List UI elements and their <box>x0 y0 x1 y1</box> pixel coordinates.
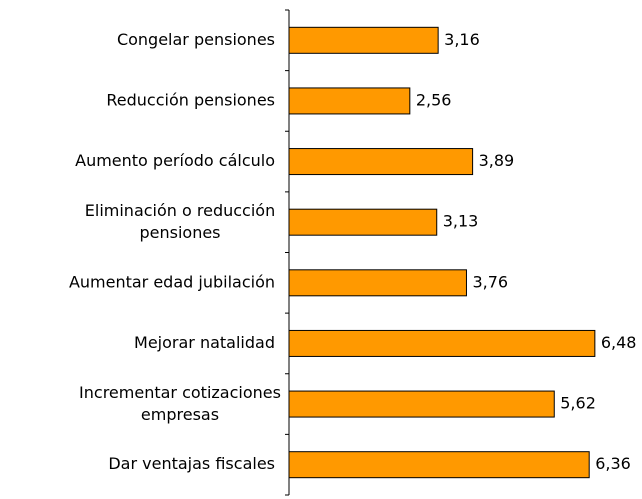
bar <box>288 26 439 54</box>
value-label: 6,48 <box>601 333 637 352</box>
category-label: Mejorar natalidad <box>134 333 275 352</box>
bar <box>288 269 467 297</box>
category-label-line: pensiones <box>139 223 220 242</box>
value-label: 3,13 <box>443 212 479 231</box>
bar <box>288 87 411 115</box>
category-label-line: Incrementar cotizaciones <box>79 383 281 402</box>
category-label: Congelar pensiones <box>117 30 275 49</box>
category-label: Reducción pensiones <box>106 90 275 109</box>
category-label: Aumento período cálculo <box>75 151 275 170</box>
bar <box>288 329 596 357</box>
value-label: 3,89 <box>479 151 515 170</box>
value-label: 3,76 <box>472 272 508 291</box>
bar <box>288 390 555 418</box>
value-label: 6,36 <box>595 454 631 473</box>
bar <box>288 208 438 236</box>
category-label: Eliminación o reducción pensiones <box>85 201 275 242</box>
bar <box>288 148 474 176</box>
category-label-line: Eliminación o reducción <box>85 201 275 220</box>
bar <box>288 451 590 479</box>
category-label: Aumentar edad jubilación <box>69 272 275 291</box>
value-label: 3,16 <box>444 30 480 49</box>
category-label-line: empresas <box>141 405 219 424</box>
value-label: 5,62 <box>560 394 596 413</box>
value-label: 2,56 <box>416 90 452 109</box>
category-label: Dar ventajas fiscales <box>108 454 275 473</box>
category-label: Incrementar cotizaciones empresas <box>79 383 281 424</box>
